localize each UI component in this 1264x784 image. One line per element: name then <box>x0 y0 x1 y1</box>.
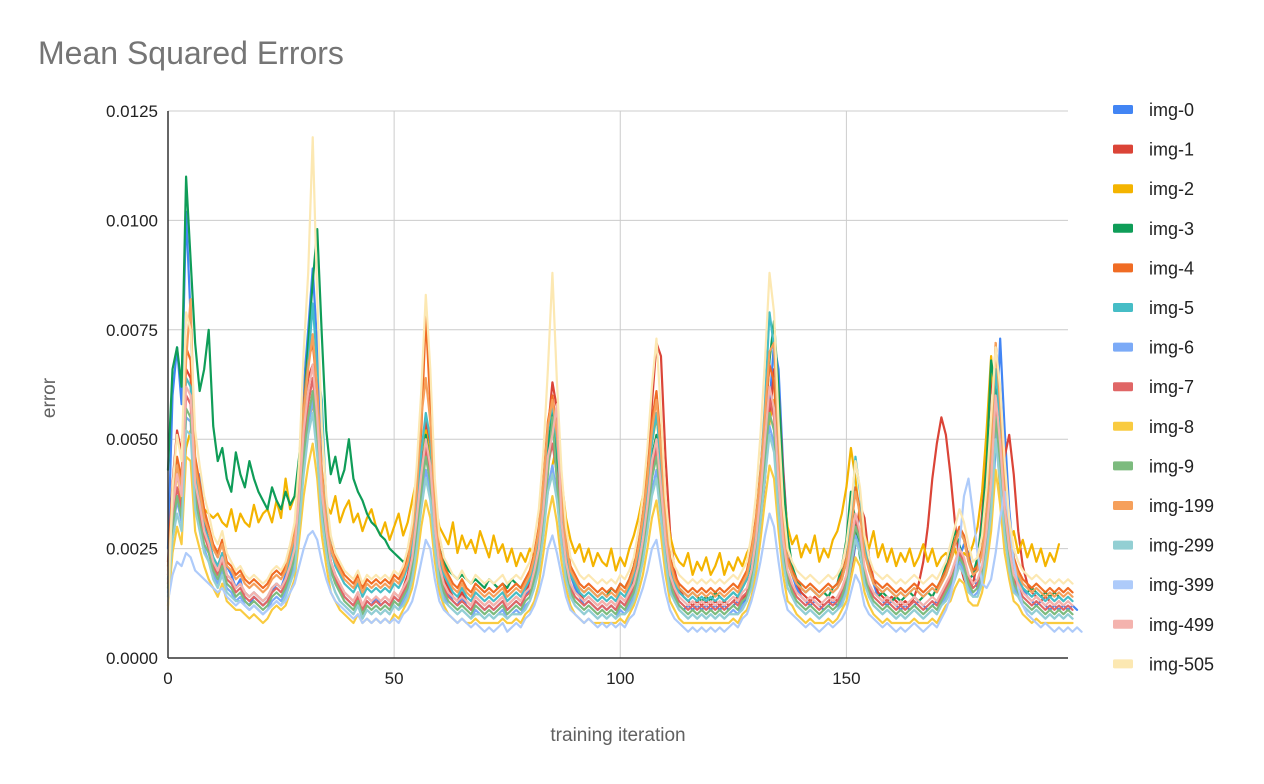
legend-label: img-499 <box>1149 615 1214 635</box>
series-line-img-199 <box>166 298 1074 598</box>
tick-labels: 0.0000 0.0025 0.0050 0.0075 0.0100 0.0125 0 50 1… <box>106 102 861 688</box>
series-line-img-9 <box>166 389 1074 616</box>
legend-item[interactable]: img-4 <box>1113 258 1194 278</box>
y-tick-label: 0.0050 <box>106 430 158 449</box>
legend-label: img-2 <box>1149 179 1194 199</box>
legend-item[interactable]: img-3 <box>1113 219 1194 239</box>
axes <box>167 111 1068 659</box>
legend-item[interactable]: img-0 <box>1113 100 1194 120</box>
y-tick-label: 0.0125 <box>106 102 158 121</box>
x-tick-label: 0 <box>163 669 172 688</box>
legend-label: img-0 <box>1149 100 1194 120</box>
legend-item[interactable]: img-7 <box>1113 377 1194 397</box>
legend-label: img-4 <box>1149 258 1194 278</box>
series-line-img-8 <box>166 442 1074 625</box>
legend-label: img-299 <box>1149 536 1214 556</box>
legend-item[interactable]: img-499 <box>1113 615 1214 635</box>
legend-item[interactable]: img-5 <box>1113 298 1194 318</box>
legend-swatch <box>1113 184 1133 194</box>
legend-item[interactable]: img-6 <box>1113 338 1194 358</box>
x-axis-title: training iteration <box>550 725 685 746</box>
legend-swatch <box>1113 580 1133 590</box>
legend-swatch <box>1113 659 1133 669</box>
legend-item[interactable]: img-505 <box>1113 654 1214 674</box>
legend-item[interactable]: img-1 <box>1113 140 1194 160</box>
legend-swatch <box>1113 144 1133 154</box>
series-line-img-299 <box>166 411 1074 620</box>
legend-swatch <box>1113 223 1133 233</box>
chart-title: Mean Squared Errors <box>38 35 344 71</box>
x-tick-label: 50 <box>385 669 404 688</box>
legend-label: img-8 <box>1149 417 1194 437</box>
legend-item[interactable]: img-199 <box>1113 496 1214 516</box>
legend-label: img-199 <box>1149 496 1214 516</box>
legend-swatch <box>1113 619 1133 629</box>
legend-item[interactable]: img-9 <box>1113 456 1194 476</box>
legend-label: img-6 <box>1149 338 1194 358</box>
legend-swatch <box>1113 263 1133 273</box>
legend-swatch <box>1113 382 1133 392</box>
legend-swatch <box>1113 540 1133 550</box>
x-tick-label: 150 <box>832 669 860 688</box>
legend-swatch <box>1113 303 1133 312</box>
series-line-img-399 <box>166 477 1083 633</box>
legend-label: img-5 <box>1149 298 1194 318</box>
series-line-img-505 <box>166 136 1074 611</box>
legend-label: img-505 <box>1149 654 1214 674</box>
legend-swatch <box>1113 421 1133 431</box>
legend-label: img-1 <box>1149 140 1194 160</box>
y-tick-label: 0.0100 <box>106 211 158 230</box>
series-lines <box>166 136 1083 633</box>
legend-label: img-399 <box>1149 575 1214 595</box>
legend-swatch <box>1113 461 1133 471</box>
legend: img-0 img-1 img-2 img-3 img-4 img-5 img-6 img-7… <box>1113 100 1214 674</box>
legend-swatch <box>1113 501 1133 510</box>
x-tick-label: 100 <box>606 669 634 688</box>
legend-swatch <box>1113 105 1133 114</box>
legend-item[interactable]: img-8 <box>1113 417 1194 437</box>
legend-label: img-9 <box>1149 456 1194 476</box>
y-tick-label: 0.0000 <box>106 649 158 668</box>
y-axis-title: error <box>39 377 60 418</box>
legend-swatch <box>1113 342 1133 352</box>
legend-label: img-7 <box>1149 377 1194 397</box>
legend-item[interactable]: img-399 <box>1113 575 1214 595</box>
y-tick-label: 0.0075 <box>106 321 158 340</box>
legend-label: img-3 <box>1149 219 1194 239</box>
legend-item[interactable]: img-299 <box>1113 536 1214 556</box>
legend-item[interactable]: img-2 <box>1113 179 1194 199</box>
series-line-img-499 <box>166 363 1074 607</box>
y-tick-label: 0.0025 <box>106 540 158 559</box>
